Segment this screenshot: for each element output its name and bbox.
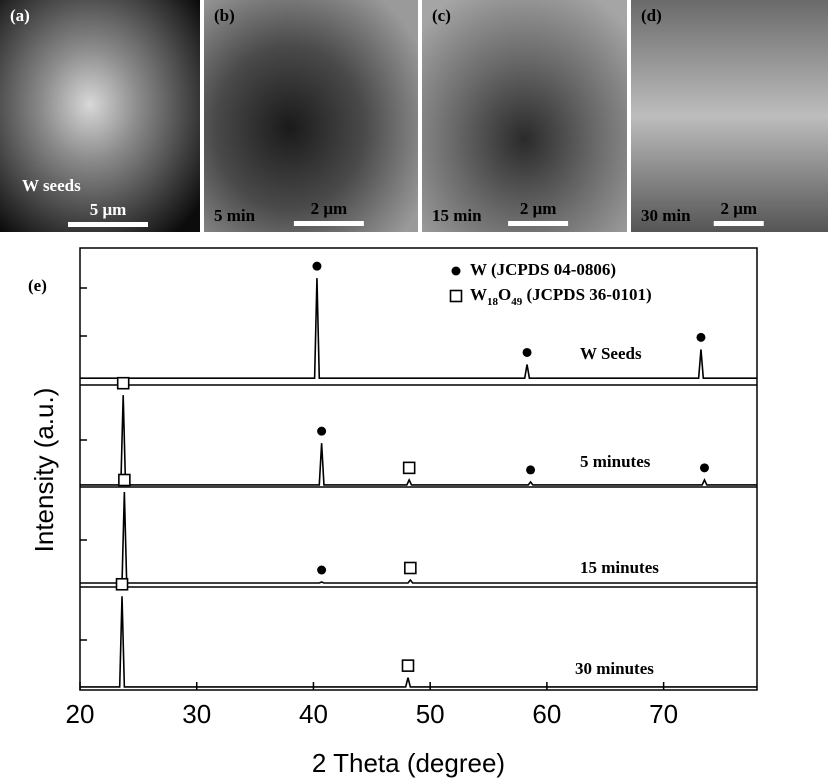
caption: W seeds: [22, 176, 81, 195]
marker-circle: [317, 426, 327, 436]
sem-image: [204, 0, 418, 232]
x-tick-label: 60: [532, 699, 561, 729]
x-tick-label: 70: [649, 699, 678, 729]
panel-label: (c): [432, 6, 451, 25]
xrd-trace: [80, 395, 757, 486]
marker-circle: [317, 565, 327, 575]
scale-bar: [68, 222, 148, 227]
x-tick-label: 40: [299, 699, 328, 729]
marker-circle: [526, 465, 536, 475]
caption: 15 min: [432, 206, 482, 225]
legend-marker: [451, 266, 461, 276]
scale-label: 5 μm: [90, 200, 127, 219]
plot-frame: [79, 247, 758, 691]
scale-bar: [713, 221, 764, 226]
marker-circle: [522, 347, 532, 357]
panel-label: (a): [10, 6, 30, 25]
marker-square: [404, 561, 417, 575]
panel-label: (d): [641, 6, 662, 25]
x-tick-label: 20: [66, 699, 95, 729]
legend-label-part: 49: [511, 296, 523, 308]
marker-circle: [699, 463, 709, 473]
legend-label: W18O49 (JCPDS 36-0101): [470, 285, 652, 308]
marker-square: [401, 659, 415, 672]
caption: 5 min: [214, 206, 256, 225]
x-tick-label: 30: [182, 699, 211, 729]
sem-image: [0, 0, 200, 232]
series-label: 30 minutes: [575, 659, 654, 678]
legend-label-part: (JCPDS 36-0101): [522, 285, 651, 304]
xrd-chart: 20 30 40 50 60 70 2 Theta (degree) Intensity (a…: [28, 247, 758, 778]
sem-images: (a) W seeds 5 μm (b) 5 min 2 μm (c) 15 min 2 μm (…: [0, 0, 828, 232]
marker-square: [116, 376, 130, 390]
scale-label: 2 μm: [720, 199, 757, 218]
sem-image: [422, 0, 627, 232]
xrd-trace: [80, 278, 757, 379]
panel-label: (e): [28, 276, 47, 295]
marker-circle: [312, 261, 322, 271]
x-axis-label: 2 Theta (degree): [312, 748, 505, 778]
legend-label-part: W (JCPDS 04-0806): [470, 260, 616, 279]
series-label: 5 minutes: [580, 452, 651, 471]
caption: 30 min: [641, 206, 691, 225]
legend-label-part: O: [498, 285, 511, 304]
legend-marker: [449, 289, 463, 303]
marker-square: [402, 461, 416, 475]
xrd-trace: [80, 596, 757, 688]
scale-bar: [293, 221, 364, 226]
series-label: 15 minutes: [580, 558, 659, 577]
scale-bar: [508, 221, 569, 226]
sem-image: [631, 0, 828, 232]
legend-label-part: 18: [487, 296, 499, 308]
panel-label: (b): [214, 6, 235, 25]
series-label: W Seeds: [580, 344, 642, 363]
scale-label: 2 μm: [311, 199, 348, 218]
y-axis-label: Intensity (a.u.): [29, 388, 59, 553]
xrd-trace: [80, 491, 757, 584]
marker-square: [118, 473, 131, 487]
scale-label: 2 μm: [520, 199, 557, 218]
marker-square: [115, 577, 129, 591]
legend-label: W (JCPDS 04-0806): [470, 260, 616, 279]
legend-label-part: W: [470, 285, 487, 304]
marker-circle: [696, 332, 706, 342]
x-tick-label: 50: [416, 699, 445, 729]
